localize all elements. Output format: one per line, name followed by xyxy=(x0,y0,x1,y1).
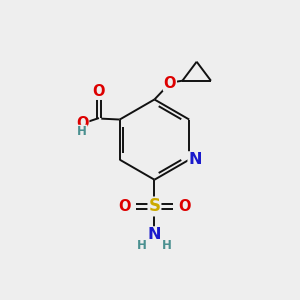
Text: O: O xyxy=(76,116,89,131)
Text: S: S xyxy=(148,197,160,215)
Text: H: H xyxy=(77,125,87,138)
Text: N: N xyxy=(148,227,161,242)
Text: H: H xyxy=(162,239,172,252)
Text: O: O xyxy=(93,84,105,99)
Text: O: O xyxy=(164,76,176,91)
Text: H: H xyxy=(137,239,147,252)
Text: O: O xyxy=(178,199,190,214)
Text: N: N xyxy=(188,152,202,167)
Text: O: O xyxy=(118,199,131,214)
